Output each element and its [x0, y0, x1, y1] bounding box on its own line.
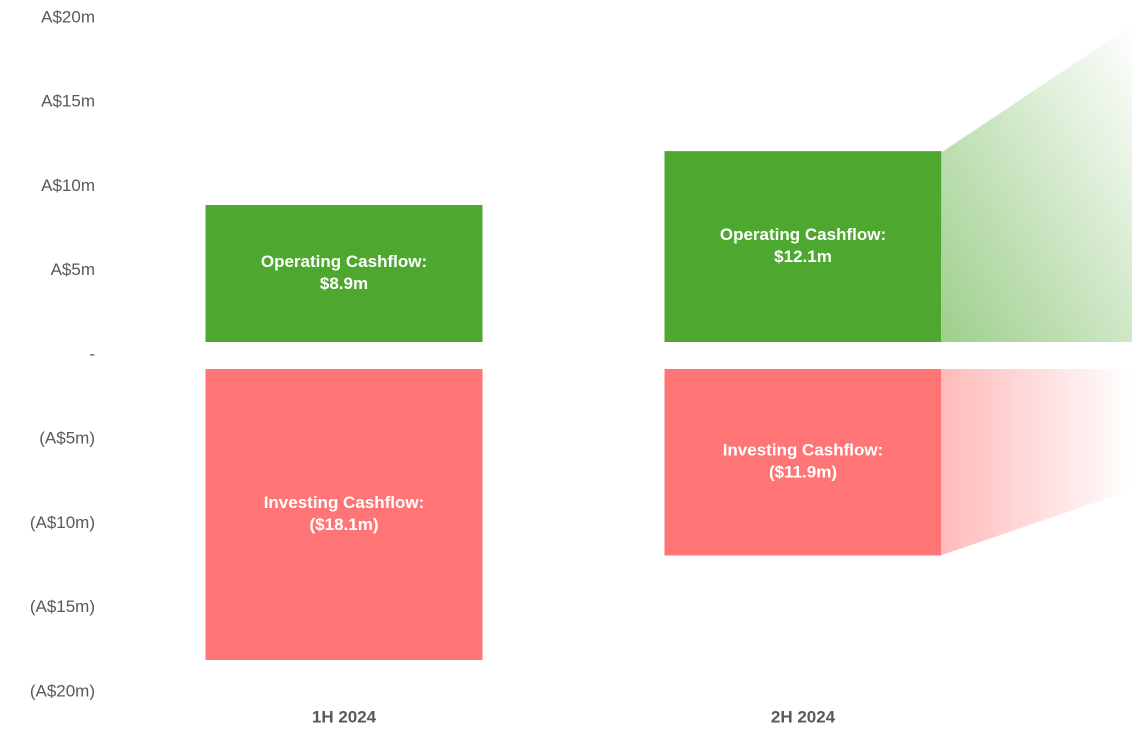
x-tick-label: 1H 2024 [312, 707, 377, 726]
y-tick-label: (A$10m) [30, 513, 95, 532]
bar [664, 369, 942, 556]
y-tick-label: (A$15m) [30, 597, 95, 616]
y-tick-label: A$5m [51, 260, 95, 279]
y-tick-label: - [89, 344, 95, 363]
bar-value-label: $8.9m [320, 274, 368, 293]
bar-series-label: Operating Cashflow: [720, 225, 886, 244]
bar-value-label: $12.1m [774, 247, 832, 266]
bar-value-label: ($18.1m) [310, 515, 379, 534]
y-tick-label: A$15m [41, 92, 95, 111]
y-tick-label: (A$20m) [30, 681, 95, 700]
bar [205, 369, 483, 660]
bar [664, 151, 942, 342]
bar-series-label: Investing Cashflow: [723, 441, 884, 460]
fade-decoration [942, 25, 1132, 342]
bar-series-label: Operating Cashflow: [261, 252, 427, 271]
y-tick-label: (A$5m) [39, 429, 95, 448]
fade-decoration [942, 369, 1132, 555]
bar [205, 205, 483, 342]
x-tick-label: 2H 2024 [771, 707, 836, 726]
y-tick-label: A$10m [41, 176, 95, 195]
y-tick-label: A$20m [41, 7, 95, 26]
bar-value-label: ($11.9m) [769, 463, 837, 482]
bar-series-label: Investing Cashflow: [264, 493, 425, 512]
